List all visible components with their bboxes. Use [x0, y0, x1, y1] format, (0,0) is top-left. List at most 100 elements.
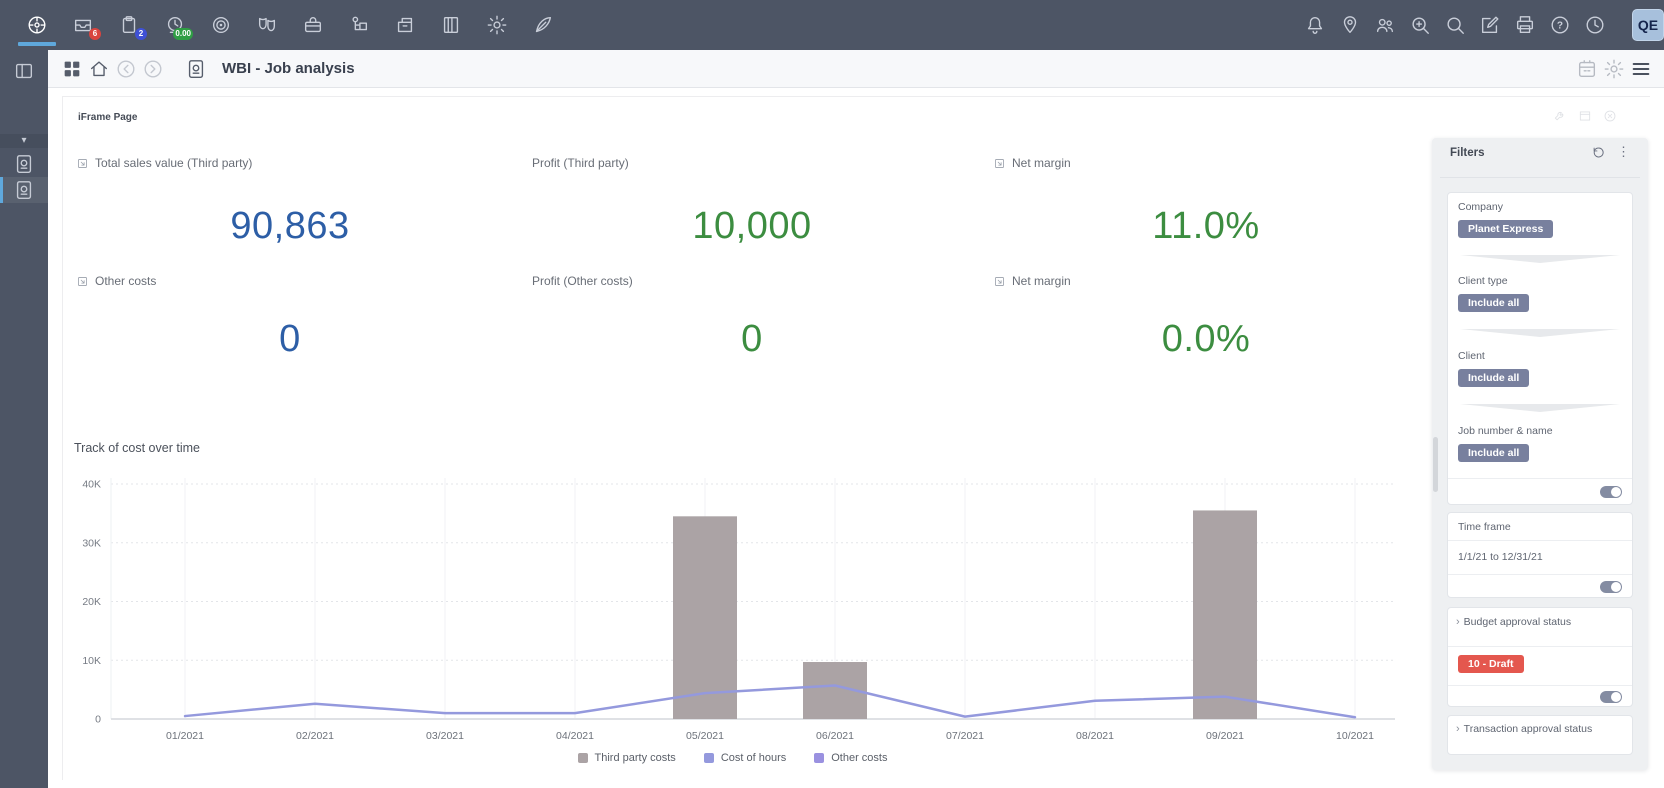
settings-gear-icon[interactable] — [1603, 58, 1625, 80]
apps-grid-icon[interactable] — [61, 58, 83, 80]
filter-chip-job-number[interactable]: Include all — [1458, 444, 1530, 462]
zoom-in-icon[interactable] — [1409, 14, 1431, 36]
home-icon[interactable] — [88, 58, 110, 80]
filter-chip-client-type[interactable]: Include all — [1458, 294, 1530, 312]
kpi-label: Profit (Third party) — [532, 156, 629, 170]
bar-05/2021 — [673, 516, 737, 719]
filter-toggle-switch[interactable] — [1600, 486, 1622, 498]
window-icon[interactable] — [1578, 109, 1592, 123]
filter-label-time-frame: Time frame — [1458, 521, 1511, 533]
section-fold — [1448, 255, 1632, 265]
kpi-label-text: Net margin — [1012, 156, 1071, 170]
expand-icon[interactable] — [76, 275, 89, 288]
x-tick-label: 02/2021 — [296, 730, 334, 742]
calendar-icon[interactable] — [1576, 58, 1598, 80]
kpi-label-text: Profit (Other costs) — [532, 274, 633, 288]
search-icon[interactable] — [1444, 14, 1466, 36]
wrench-icon[interactable] — [1553, 109, 1567, 123]
kebab-menu-icon[interactable]: ⋮ — [1617, 144, 1630, 159]
caret-down-icon[interactable]: ▾ — [0, 134, 48, 148]
kpi-value: 11.0% — [1152, 205, 1260, 247]
user-avatar[interactable]: QE — [1632, 9, 1664, 41]
filter-chip-client[interactable]: Include all — [1458, 369, 1530, 387]
legend-item-other-costs[interactable]: Other costs — [814, 752, 887, 764]
bar-09/2021 — [1193, 510, 1257, 719]
widget-header-label: iFrame Page — [78, 112, 138, 123]
time-tracking-icon[interactable]: 0.00 — [164, 14, 193, 40]
page-toolbar: WBI - Job analysis — [48, 50, 1664, 88]
compose-edit-icon[interactable] — [1479, 14, 1501, 36]
workplace-cabinet-icon[interactable] — [394, 14, 416, 36]
inbox-badge: 6 — [89, 28, 101, 40]
divider — [1448, 540, 1632, 541]
forward-icon[interactable] — [142, 58, 164, 80]
kpi-label: Net margin — [993, 156, 1071, 170]
toolbox-icon[interactable] — [302, 14, 324, 36]
expand-icon[interactable] — [993, 275, 1006, 288]
legend-swatch — [703, 753, 714, 763]
filter-toggle-switch[interactable] — [1600, 580, 1622, 593]
settings-gear-icon[interactable] — [486, 14, 508, 36]
y-tick-label: 20K — [82, 596, 101, 608]
filter-chip-company[interactable]: Planet Express — [1458, 220, 1554, 238]
back-icon[interactable] — [115, 58, 137, 80]
filter-group-transaction-approval[interactable]: › Transaction approval status — [1456, 722, 1624, 736]
target-icon[interactable] — [210, 14, 232, 36]
inbox-icon[interactable]: 6 — [72, 14, 101, 40]
section-fold — [1448, 404, 1632, 414]
chart-title: Track of cost over time — [74, 441, 200, 455]
legend-item-cost-of-hours[interactable]: Cost of hours — [703, 752, 786, 764]
y-tick-label: 10K — [82, 655, 101, 667]
cost-over-time-chart: 0 10K 20K 30K 40K 01/2021 02/2021 03/2021 04/202… — [82, 478, 1395, 742]
kpi-label-text: Total sales value (Third party) — [95, 156, 253, 170]
kpi-value: 10,000 — [692, 205, 812, 247]
filter-toggle-row — [1448, 478, 1632, 505]
production-masks-icon[interactable] — [256, 14, 278, 36]
reset-filters-icon[interactable] — [1591, 145, 1606, 160]
svg-text:?: ? — [1557, 21, 1563, 32]
history-clock-icon[interactable] — [1584, 14, 1606, 36]
kpi-label-text: Profit (Third party) — [532, 156, 629, 170]
close-circle-icon[interactable] — [1603, 109, 1617, 123]
menu-hamburger-icon[interactable] — [1630, 58, 1652, 80]
notifications-bell-icon[interactable] — [1304, 14, 1326, 36]
filters-panel: Filters ⋮ Company Planet Express Client … — [1432, 138, 1648, 770]
legend-item-third-party-costs[interactable]: Third party costs — [577, 752, 676, 764]
chevron-right-icon: › — [1456, 616, 1460, 628]
filter-card-time-frame: Time frame 1/1/21 to 12/31/21 — [1447, 512, 1633, 598]
user-group-icon[interactable] — [1374, 14, 1396, 36]
expand-icon[interactable] — [993, 157, 1006, 170]
help-icon[interactable]: ? — [1549, 14, 1571, 36]
filter-label-job-number: Job number & name — [1458, 425, 1553, 437]
report-page-icon — [13, 153, 35, 175]
quill-pen-icon[interactable] — [532, 14, 554, 36]
time-frame-value[interactable]: 1/1/21 to 12/31/21 — [1458, 551, 1543, 563]
ledger-book-icon[interactable] — [440, 14, 462, 36]
kpi-label: Profit (Other costs) — [532, 274, 633, 288]
filter-group-label: Transaction approval status — [1463, 723, 1593, 735]
kpi-label-text: Other costs — [95, 274, 157, 288]
panel-toggle-icon[interactable] — [13, 60, 35, 82]
filter-chip-budget-status[interactable]: 10 - Draft — [1458, 655, 1524, 673]
filter-card-dimensions: Company Planet Express Client type Inclu… — [1447, 192, 1633, 505]
x-tick-label: 10/2021 — [1336, 730, 1374, 742]
filters-scrollbar-thumb[interactable] — [1433, 437, 1438, 492]
kpi-value: 0.0% — [1161, 318, 1251, 360]
x-tick-label: 08/2021 — [1076, 730, 1114, 742]
report-page-icon — [13, 179, 35, 201]
filter-group-budget-approval[interactable]: › Budget approval status — [1456, 615, 1624, 629]
sidebar-report-item-2-active[interactable] — [0, 177, 48, 203]
kpi-value: 0 — [279, 318, 301, 360]
kpi-value: 90,863 — [230, 205, 350, 247]
sidebar-report-item-1[interactable] — [0, 151, 48, 177]
filter-toggle-switch[interactable] — [1600, 690, 1622, 703]
printer-icon[interactable] — [1514, 14, 1536, 36]
apps-compass-icon[interactable] — [18, 14, 56, 46]
page-title: WBI - Job analysis — [222, 60, 355, 77]
hr-trolley-icon[interactable] — [348, 14, 370, 36]
tasks-clipboard-icon[interactable]: 2 — [118, 14, 147, 40]
legend-label: Third party costs — [594, 752, 676, 764]
location-pin-icon[interactable] — [1339, 14, 1361, 36]
expand-icon[interactable] — [76, 157, 89, 170]
legend-swatch — [577, 753, 588, 763]
